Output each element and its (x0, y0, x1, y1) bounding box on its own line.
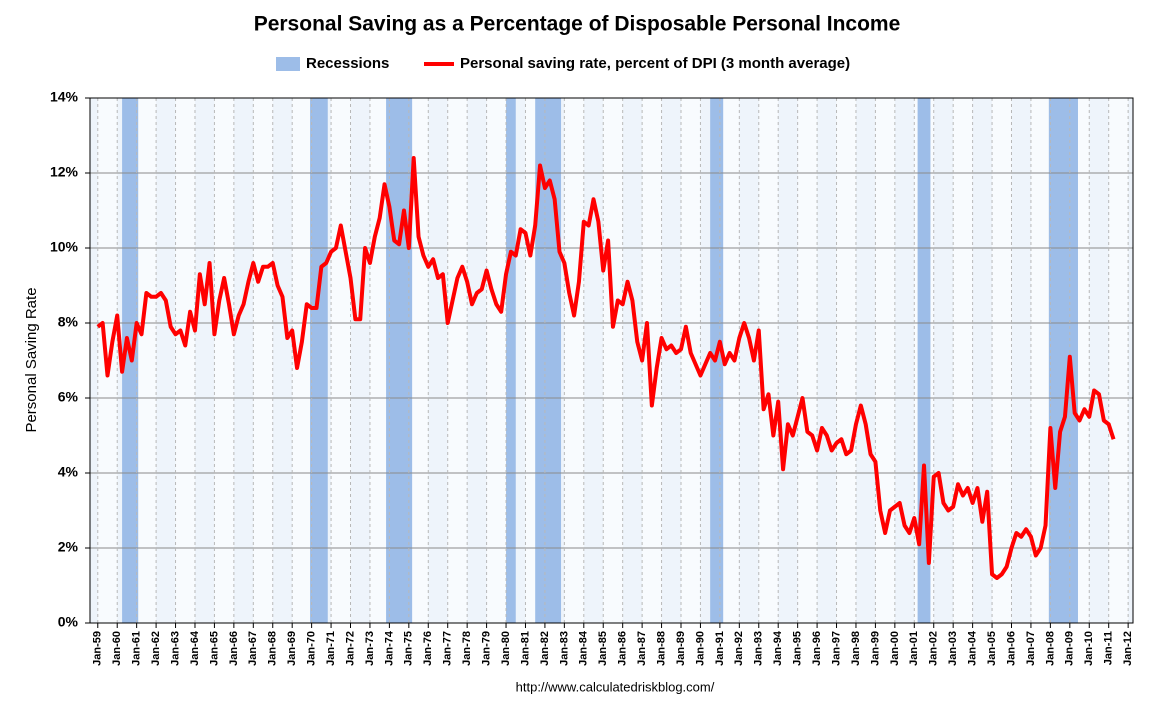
y-axis-label: Personal Saving Rate (23, 287, 40, 432)
x-tick-label: Jan-71 (325, 631, 337, 666)
plot-stripe (292, 98, 312, 623)
x-tick-label: Jan-12 (1122, 631, 1134, 666)
plot-stripe (447, 98, 468, 623)
x-tick-label: Jan-04 (967, 630, 979, 666)
x-tick-label: Jan-99 (869, 631, 881, 666)
plot-stripe (719, 98, 740, 623)
plot-stripe (331, 98, 351, 623)
plot-stripe (758, 98, 779, 623)
plot-stripe (836, 98, 856, 623)
y-tick-label: 10% (50, 239, 79, 255)
plot-border (89, 97, 1134, 624)
plot-stripe (136, 98, 157, 623)
x-tick-label: Jan-09 (1064, 631, 1076, 666)
plot-stripe (253, 98, 273, 623)
x-tick-label: Jan-05 (986, 631, 998, 666)
x-tick-label: Jan-06 (1005, 631, 1017, 666)
plot-stripe (408, 98, 429, 623)
plot-stripe (992, 98, 1012, 623)
x-tick-label: Jan-63 (169, 631, 181, 666)
x-tick-label: Jan-95 (792, 631, 804, 666)
legend-swatch (276, 57, 300, 71)
x-tick-label: Jan-68 (267, 631, 279, 666)
plot-stripe (603, 98, 623, 623)
x-tick-label: Jan-81 (519, 631, 531, 666)
x-tick-label: Jan-83 (558, 631, 570, 666)
x-tick-label: Jan-78 (461, 631, 473, 666)
x-tick-label: Jan-61 (131, 631, 143, 666)
x-tick-label: Jan-94 (772, 630, 784, 666)
y-tick-label: 12% (50, 164, 79, 180)
x-tick-label: Jan-72 (344, 631, 356, 666)
plot-stripe (486, 98, 507, 623)
x-tick-label: Jan-02 (928, 631, 940, 666)
recession-band (310, 98, 328, 623)
plot-stripe (642, 98, 662, 623)
x-tick-label: Jan-62 (150, 631, 162, 666)
y-tick-label: 14% (50, 89, 79, 105)
plot-stripe (1108, 98, 1129, 623)
x-tick-label: Jan-89 (675, 631, 687, 666)
x-tick-label: Jan-82 (539, 631, 551, 666)
plot-stripe (953, 98, 973, 623)
chart-title: Personal Saving as a Percentage of Dispo… (254, 13, 901, 36)
x-tick-label: Jan-77 (442, 631, 454, 666)
x-tick-label: Jan-70 (306, 631, 318, 666)
x-tick-label: Jan-00 (889, 631, 901, 666)
x-tick-label: Jan-66 (228, 631, 240, 666)
x-tick-label: Jan-74 (383, 630, 395, 666)
legend-label: Personal saving rate, percent of DPI (3 … (460, 55, 850, 72)
x-tick-label: Jan-93 (753, 631, 765, 666)
legend-label: Recessions (306, 55, 389, 72)
x-tick-label: Jan-03 (947, 631, 959, 666)
x-tick-label: Jan-84 (578, 630, 590, 666)
plot-stripe (214, 98, 234, 623)
x-tick-label: Jan-90 (694, 631, 706, 666)
plot-stripe (681, 98, 701, 623)
x-tick-label: Jan-64 (189, 630, 201, 666)
x-tick-label: Jan-87 (636, 631, 648, 666)
x-tick-label: Jan-07 (1025, 631, 1037, 666)
plot-stripe (875, 98, 895, 623)
x-tick-label: Jan-85 (597, 631, 609, 666)
x-tick-label: Jan-60 (111, 631, 123, 666)
plot-stripe (564, 98, 584, 623)
x-tick-label: Jan-96 (811, 631, 823, 666)
x-tick-label: Jan-08 (1044, 631, 1056, 666)
x-tick-label: Jan-98 (850, 631, 862, 666)
recession-band (386, 98, 413, 623)
x-tick-label: Jan-76 (422, 631, 434, 666)
x-tick-label: Jan-91 (714, 631, 726, 666)
plot-stripe (797, 98, 818, 623)
x-tick-label: Jan-80 (500, 631, 512, 666)
y-tick-label: 4% (58, 464, 79, 480)
y-tick-label: 6% (58, 389, 79, 405)
series-line (96, 156, 1116, 580)
x-tick-label: Jan-10 (1083, 631, 1095, 666)
source: http://www.calculatedriskblog.com/ (516, 679, 715, 694)
x-tick-label: Jan-69 (286, 631, 298, 666)
y-tick-label: 8% (58, 314, 79, 330)
x-tick-label: Jan-88 (655, 631, 667, 666)
recession-band (1048, 98, 1078, 623)
plot-stripe (175, 98, 195, 623)
x-tick-label: Jan-86 (617, 631, 629, 666)
x-tick-label: Jan-79 (480, 631, 492, 666)
x-tick-label: Jan-97 (830, 631, 842, 666)
x-tick-label: Jan-67 (247, 631, 259, 666)
x-tick-label: Jan-01 (908, 631, 920, 666)
x-tick-label: Jan-92 (733, 631, 745, 666)
recession-band (506, 98, 516, 623)
x-tick-label: Jan-65 (208, 631, 220, 666)
x-tick-label: Jan-59 (92, 631, 104, 666)
x-tick-label: Jan-11 (1103, 631, 1115, 665)
x-tick-label: Jan-73 (364, 631, 376, 666)
y-tick-label: 0% (58, 614, 79, 630)
x-tick-label: Jan-75 (403, 631, 415, 666)
y-tick-label: 2% (58, 539, 79, 555)
